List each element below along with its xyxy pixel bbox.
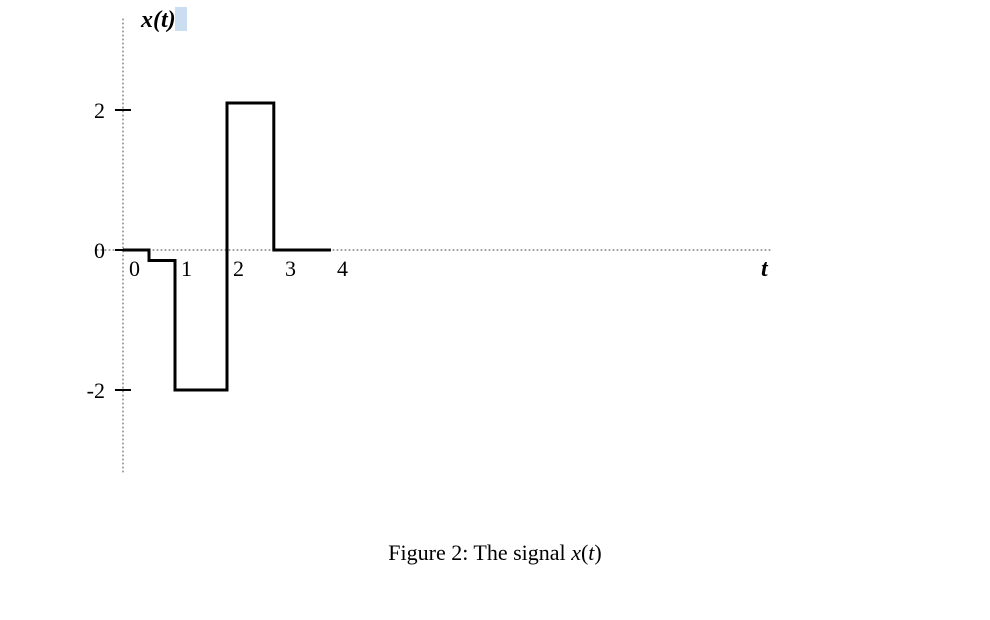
- y-label-highlight: [175, 7, 187, 31]
- caption-prefix: Figure 2: The signal: [388, 540, 571, 565]
- x-tick-label: 3: [285, 256, 296, 281]
- y-tick-label: 2: [94, 98, 105, 123]
- x-tick-label: 1: [181, 256, 192, 281]
- y-tick-label: -2: [87, 378, 105, 403]
- chart-area: -2 0 2 0 1 2 3 4 x(t) t: [0, 0, 990, 500]
- caption-close: ): [594, 540, 601, 565]
- x-tick-label: 2: [233, 256, 244, 281]
- x-axis-label: t: [761, 256, 769, 282]
- x-tick-label: 4: [337, 256, 348, 281]
- figure-caption: Figure 2: The signal x(t): [0, 540, 990, 566]
- x-tick-label: 0: [129, 256, 140, 281]
- y-axis-label: x(t): [140, 7, 176, 33]
- signal-chart-svg: -2 0 2 0 1 2 3 4 x(t) t: [0, 0, 990, 500]
- caption-fn: x: [571, 540, 581, 565]
- y-tick-label: 0: [94, 238, 105, 263]
- signal-line: [123, 103, 331, 390]
